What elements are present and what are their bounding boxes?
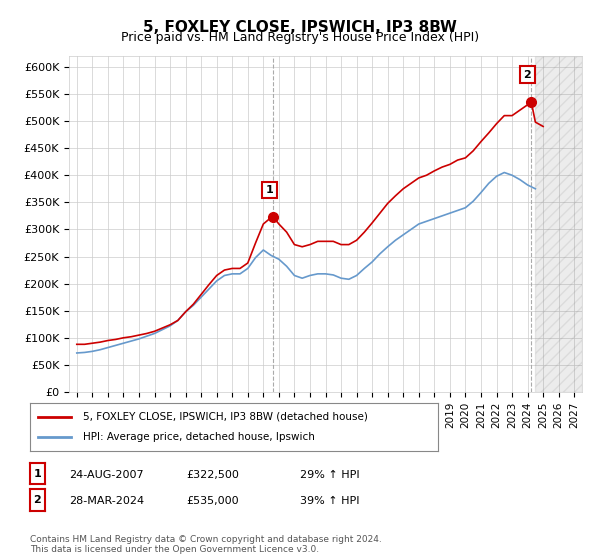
Text: 1: 1 (34, 469, 41, 479)
Text: 2: 2 (524, 69, 531, 80)
Text: 39% ↑ HPI: 39% ↑ HPI (300, 496, 359, 506)
Text: 29% ↑ HPI: 29% ↑ HPI (300, 470, 359, 480)
Text: 5, FOXLEY CLOSE, IPSWICH, IP3 8BW: 5, FOXLEY CLOSE, IPSWICH, IP3 8BW (143, 20, 457, 35)
Text: 2: 2 (34, 495, 41, 505)
Text: 5, FOXLEY CLOSE, IPSWICH, IP3 8BW (detached house): 5, FOXLEY CLOSE, IPSWICH, IP3 8BW (detac… (83, 412, 368, 422)
Text: 28-MAR-2024: 28-MAR-2024 (69, 496, 144, 506)
Text: 1: 1 (266, 185, 274, 195)
Text: Price paid vs. HM Land Registry's House Price Index (HPI): Price paid vs. HM Land Registry's House … (121, 31, 479, 44)
Text: £322,500: £322,500 (186, 470, 239, 480)
Text: £535,000: £535,000 (186, 496, 239, 506)
Text: HPI: Average price, detached house, Ipswich: HPI: Average price, detached house, Ipsw… (83, 432, 315, 442)
Bar (535, 56, 582, 392)
Text: Contains HM Land Registry data © Crown copyright and database right 2024.
This d: Contains HM Land Registry data © Crown c… (30, 535, 382, 554)
Text: 24-AUG-2007: 24-AUG-2007 (69, 470, 143, 480)
